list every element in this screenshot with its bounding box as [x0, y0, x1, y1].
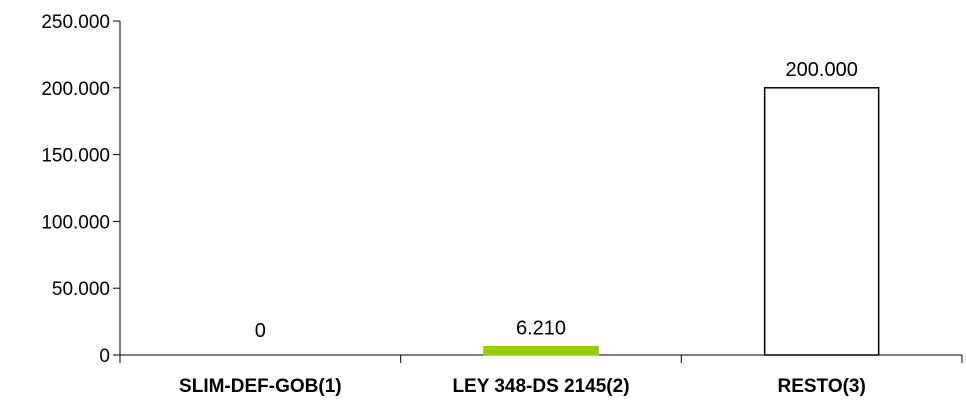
- data-label: 6.210: [516, 318, 566, 340]
- category-label: RESTO(3): [777, 376, 865, 397]
- y-tick-label: 250.000: [41, 12, 110, 33]
- category-label: LEY 348-DS 2145(2): [452, 376, 629, 397]
- category-label: SLIM-DEF-GOB(1): [179, 376, 342, 397]
- data-label: 0: [255, 320, 266, 342]
- data-label: 200.000: [786, 59, 858, 81]
- y-tick-label: 50.000: [52, 279, 110, 300]
- y-tick-label: 100.000: [41, 212, 110, 233]
- bars: [483, 87, 880, 356]
- labels: 0 50.000 100.000 150.000 200.000 250.000 0 SLIM…: [41, 12, 866, 397]
- bar: [763, 87, 880, 356]
- y-tick-label: 0: [99, 346, 110, 367]
- y-tick-label: 200.000: [41, 79, 110, 100]
- y-tick-label: 150.000: [41, 146, 110, 167]
- bar: [483, 345, 599, 356]
